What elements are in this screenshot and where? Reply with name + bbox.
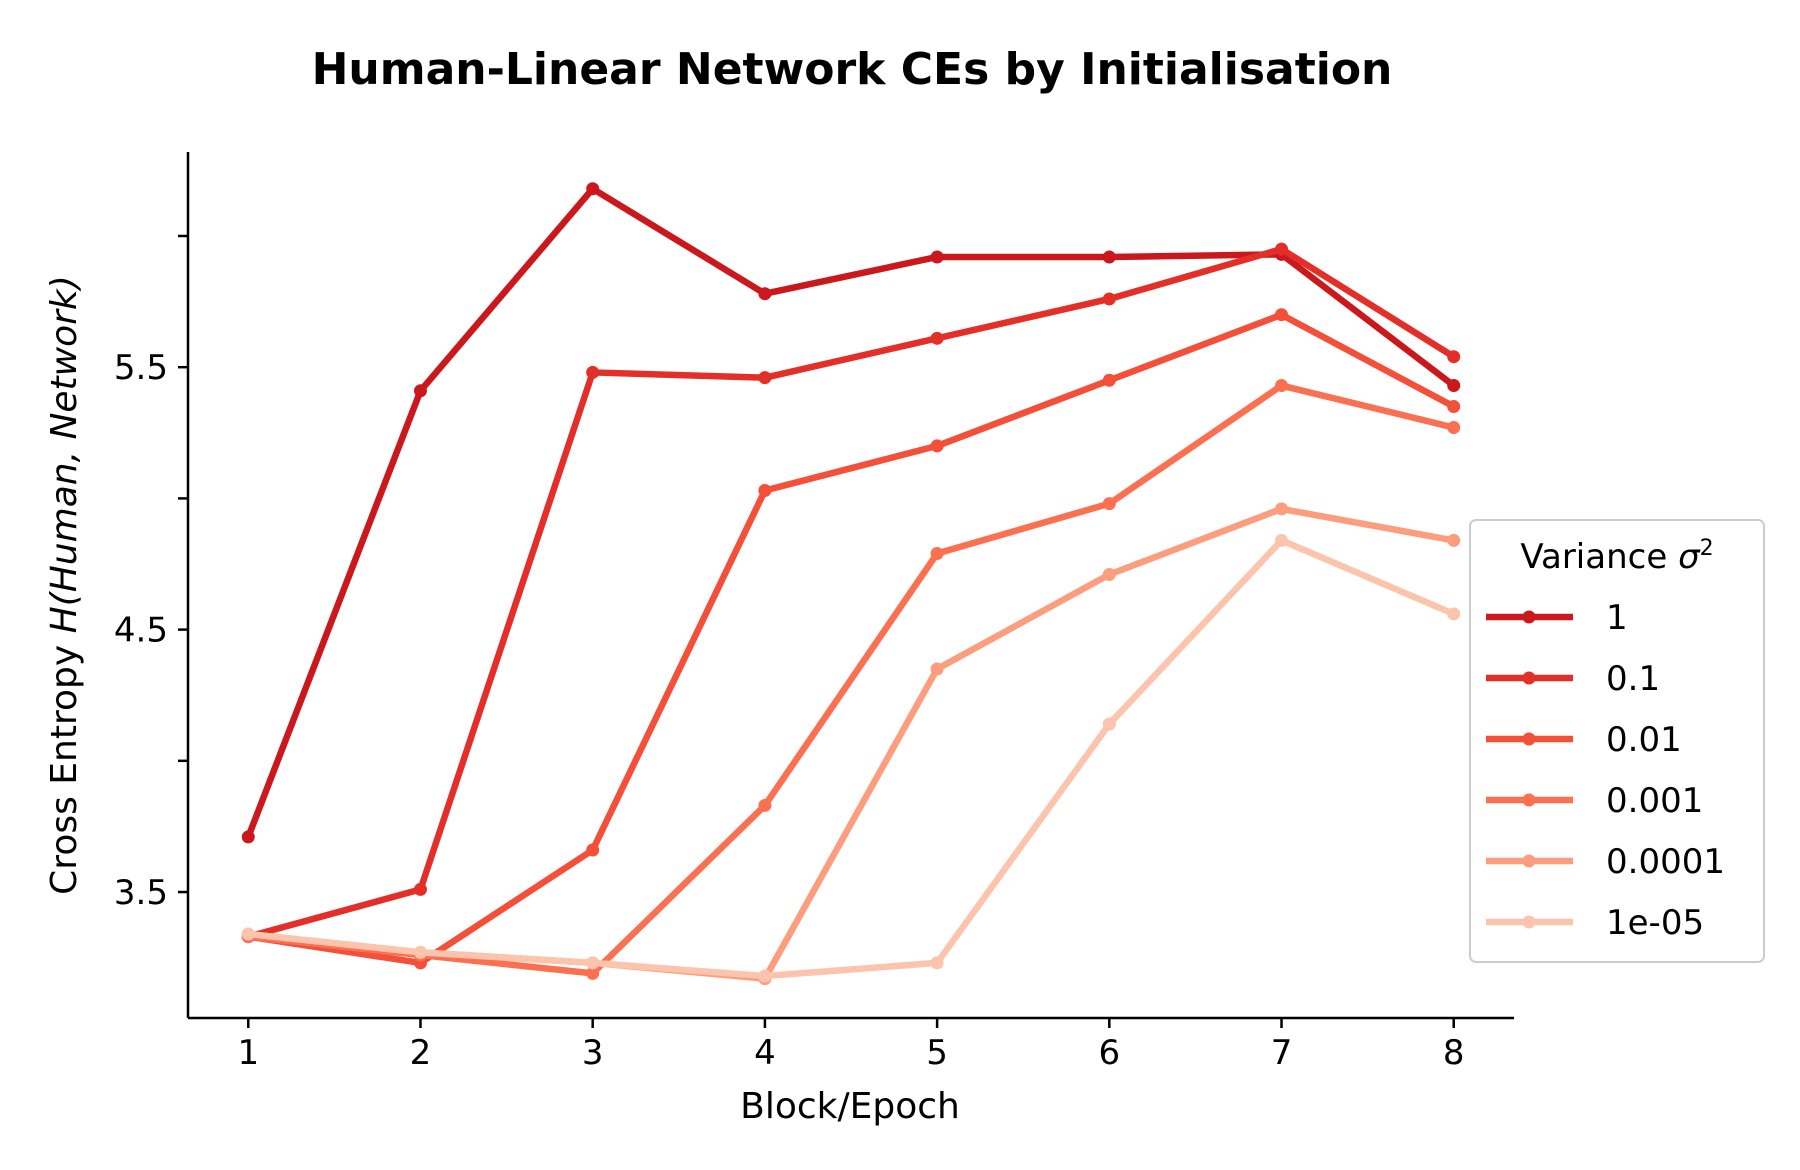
data-point bbox=[758, 969, 772, 983]
x-tick-label: 1 bbox=[237, 1033, 259, 1073]
data-point bbox=[1275, 308, 1289, 322]
data-point bbox=[930, 662, 944, 676]
data-point bbox=[758, 798, 772, 812]
data-point bbox=[1275, 502, 1289, 516]
series-line bbox=[245, 311, 1457, 967]
legend-entries: 1 0.1 0.01 0.001 0.0001 1e-05 bbox=[1486, 598, 1725, 943]
data-point bbox=[1275, 533, 1289, 547]
data-point bbox=[930, 439, 944, 453]
data-point bbox=[1102, 717, 1116, 731]
legend-label: 0.001 bbox=[1606, 781, 1703, 821]
legend-entry: 1e-05 bbox=[1486, 903, 1704, 943]
legend-swatch-marker bbox=[1522, 854, 1536, 868]
y-tick-label: 4.5 bbox=[114, 611, 168, 651]
data-point bbox=[758, 287, 772, 301]
legend-swatch-marker bbox=[1522, 793, 1536, 807]
data-point bbox=[1102, 497, 1116, 511]
data-point bbox=[1447, 607, 1461, 621]
x-tick-label: 7 bbox=[1271, 1033, 1293, 1073]
data-point bbox=[1447, 379, 1461, 393]
legend-entry: 0.0001 bbox=[1486, 842, 1725, 882]
data-point bbox=[1447, 400, 1461, 414]
ticks: 1 2 3 4 5 6 7 8 3.5 4.5 5.5 bbox=[114, 234, 1465, 1073]
x-tick-label: 4 bbox=[754, 1033, 776, 1073]
legend-entry: 0.001 bbox=[1486, 781, 1703, 821]
legend-swatch-marker bbox=[1522, 732, 1536, 746]
series-line bbox=[245, 505, 1457, 982]
legend-label: 1 bbox=[1606, 598, 1628, 638]
data-point bbox=[241, 830, 255, 844]
data-point bbox=[930, 547, 944, 561]
series-line bbox=[245, 382, 1457, 977]
data-point bbox=[930, 250, 944, 264]
x-axis-label: Block/Epoch bbox=[740, 1086, 960, 1127]
data-point bbox=[1447, 421, 1461, 435]
data-point bbox=[1102, 292, 1116, 306]
legend-swatch-marker bbox=[1522, 915, 1536, 929]
x-tick-label: 5 bbox=[926, 1033, 948, 1073]
y-axis-label: Cross Entropy H(Human, Network) bbox=[44, 275, 85, 895]
legend-swatch-marker bbox=[1522, 671, 1536, 685]
x-tick-label: 8 bbox=[1443, 1033, 1465, 1073]
series-0.0001 bbox=[241, 502, 1461, 986]
series-layer bbox=[241, 182, 1461, 986]
x-tick-label: 3 bbox=[582, 1033, 604, 1073]
series-line bbox=[245, 245, 1457, 940]
data-point bbox=[1447, 533, 1461, 547]
data-point bbox=[1275, 242, 1289, 256]
data-point bbox=[1102, 373, 1116, 387]
data-point bbox=[586, 966, 600, 980]
data-point bbox=[1275, 379, 1289, 393]
x-tick-label: 2 bbox=[410, 1033, 432, 1073]
legend-entry: 1 bbox=[1486, 598, 1628, 638]
series-1e-05 bbox=[241, 533, 1461, 983]
data-point bbox=[586, 182, 600, 196]
data-point bbox=[930, 331, 944, 345]
legend-frame bbox=[1469, 519, 1765, 963]
data-point bbox=[930, 956, 944, 970]
data-point bbox=[1447, 350, 1461, 364]
data-point bbox=[413, 384, 427, 398]
data-point bbox=[586, 365, 600, 379]
y-tick-label: 5.5 bbox=[114, 348, 168, 388]
series-0.1 bbox=[241, 242, 1461, 944]
data-point bbox=[586, 956, 600, 970]
data-point bbox=[241, 927, 255, 941]
legend-title-superscript: 2 bbox=[1700, 536, 1714, 561]
y-tick-label: 3.5 bbox=[114, 873, 168, 913]
y-axis-label-formula: H(Human, Network) bbox=[44, 275, 85, 633]
data-point bbox=[413, 882, 427, 896]
axes bbox=[186, 152, 1514, 1020]
legend-entry: 0.01 bbox=[1486, 720, 1682, 760]
legend-label: 0.01 bbox=[1606, 720, 1682, 760]
legend-label: 1e-05 bbox=[1606, 903, 1704, 943]
data-point bbox=[1102, 568, 1116, 582]
data-point bbox=[1102, 250, 1116, 264]
legend-swatch-marker bbox=[1522, 610, 1536, 624]
chart-title: Human-Linear Network CEs by Initialisati… bbox=[312, 44, 1393, 95]
x-tick-label: 6 bbox=[1098, 1033, 1120, 1073]
legend-entry: 0.1 bbox=[1486, 659, 1660, 699]
legend-title-text: Variance bbox=[1520, 537, 1678, 577]
legend-label: 0.1 bbox=[1606, 659, 1660, 699]
legend: Variance σ2 1 0.1 0.01 0.001 0.0001 1e-05 bbox=[1469, 519, 1765, 963]
data-point bbox=[758, 371, 772, 385]
data-point bbox=[758, 484, 772, 498]
data-point bbox=[586, 843, 600, 857]
y-axis-label-prefix: Cross Entropy bbox=[44, 633, 85, 894]
data-point bbox=[413, 945, 427, 959]
series-line bbox=[245, 537, 1457, 980]
legend-title-symbol: σ bbox=[1678, 537, 1701, 577]
legend-label: 0.0001 bbox=[1606, 842, 1725, 882]
legend-title: Variance σ2 bbox=[1520, 536, 1713, 577]
